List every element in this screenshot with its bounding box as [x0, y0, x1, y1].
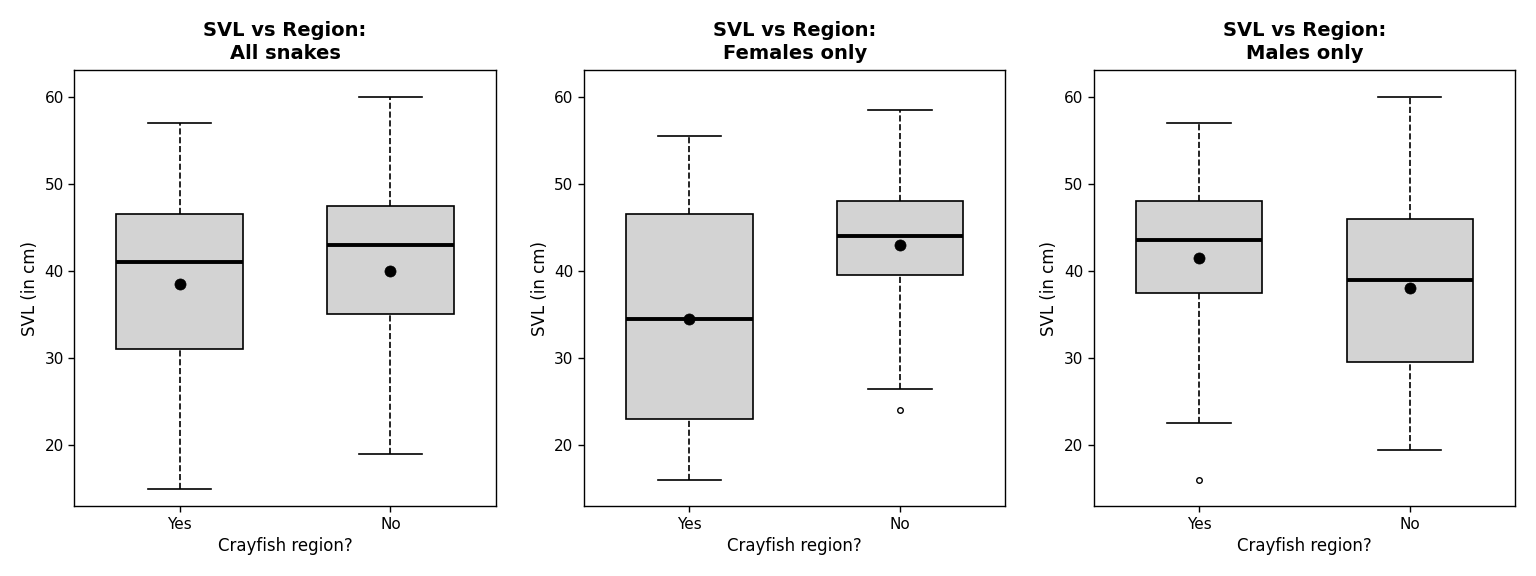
Bar	[327, 206, 453, 314]
X-axis label: Crayfish region?: Crayfish region?	[728, 537, 862, 555]
Bar	[1347, 219, 1473, 362]
Y-axis label: SVL (in cm): SVL (in cm)	[22, 241, 38, 336]
Y-axis label: SVL (in cm): SVL (in cm)	[530, 241, 548, 336]
Bar	[837, 201, 963, 275]
X-axis label: Crayfish region?: Crayfish region?	[218, 537, 352, 555]
Title: SVL vs Region:
All snakes: SVL vs Region: All snakes	[203, 21, 367, 63]
Title: SVL vs Region:
Females only: SVL vs Region: Females only	[713, 21, 877, 63]
X-axis label: Crayfish region?: Crayfish region?	[1236, 537, 1372, 555]
Bar	[1135, 201, 1263, 293]
Bar	[627, 214, 753, 419]
Title: SVL vs Region:
Males only: SVL vs Region: Males only	[1223, 21, 1385, 63]
Y-axis label: SVL (in cm): SVL (in cm)	[1040, 241, 1058, 336]
Bar	[117, 214, 243, 349]
